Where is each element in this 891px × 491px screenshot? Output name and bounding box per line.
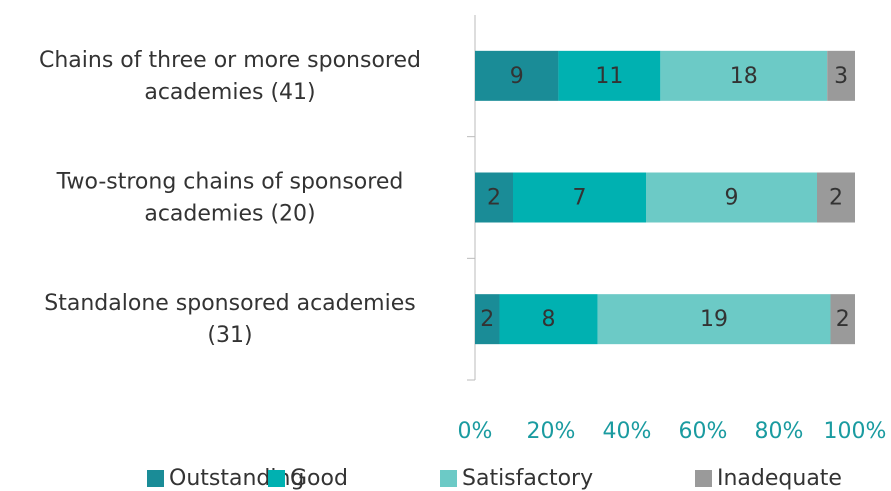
x-tick-label: 60%: [679, 419, 728, 444]
data-label: 2: [836, 307, 850, 332]
category-label-line: (31): [207, 323, 252, 348]
bar-segment: [817, 172, 855, 223]
x-tick-label: 80%: [755, 419, 804, 444]
bar-segment: [646, 172, 817, 223]
bar-segment: [830, 294, 855, 345]
x-tick-label: 40%: [603, 419, 652, 444]
category-label-line: academies (20): [144, 202, 315, 227]
category-label: Two-strong chains of sponsored academies …: [56, 170, 404, 227]
data-label: 2: [487, 186, 501, 211]
category-label-line: Two-strong chains of sponsored: [56, 170, 404, 195]
data-label: 2: [829, 186, 843, 211]
legend-label: Inadequate: [717, 466, 842, 491]
data-label: 7: [573, 186, 587, 211]
data-label: 9: [725, 186, 739, 211]
data-label: 3: [834, 64, 848, 89]
category-label-line: Chains of three or more sponsored: [39, 48, 421, 73]
bar-segment: [660, 50, 828, 101]
legend-swatch: [440, 470, 457, 487]
legend-swatch: [147, 470, 164, 487]
bar-segment: [475, 50, 559, 101]
category-label-line: Standalone sponsored academies: [44, 291, 415, 316]
bar-segment: [475, 172, 513, 223]
bar-segment: [827, 50, 855, 101]
bar-segment: [513, 172, 646, 223]
category-label-line: academies (41): [144, 80, 315, 105]
legend-label: Satisfactory: [462, 466, 593, 491]
bar-segment: [475, 294, 500, 345]
data-label: 9: [510, 64, 524, 89]
bar-segment: [597, 294, 831, 345]
x-tick-label: 0%: [458, 419, 493, 444]
data-label: 8: [542, 307, 556, 332]
data-label: 18: [730, 64, 758, 89]
legend-swatch: [695, 470, 712, 487]
data-label: 11: [595, 64, 623, 89]
bar-segment: [499, 294, 598, 345]
category-label: Chains of three or more sponsored academi…: [39, 48, 421, 105]
category-label: Standalone sponsored academies (31): [44, 291, 415, 348]
legend-swatch: [268, 470, 285, 487]
x-tick-label: 20%: [527, 419, 576, 444]
data-label: 19: [700, 307, 728, 332]
bar-segment: [558, 50, 661, 101]
data-label: 2: [480, 307, 494, 332]
x-tick-label: 100%: [824, 419, 887, 444]
legend-label: Good: [290, 466, 348, 491]
